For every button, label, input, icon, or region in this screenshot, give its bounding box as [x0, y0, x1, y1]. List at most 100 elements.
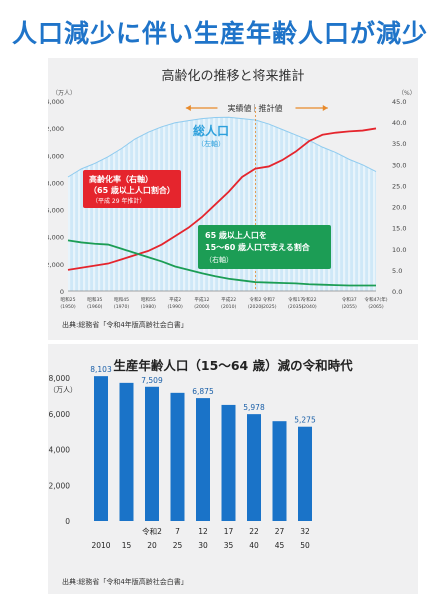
- x-tick-year: (2020): [248, 304, 263, 310]
- x-category-label: 25: [173, 541, 183, 550]
- bar-data-label: 8,103: [90, 365, 112, 374]
- right-tick-label: 15.0: [392, 225, 406, 233]
- x-tick-year: (2040): [301, 304, 316, 310]
- y-tick-label: 4,000: [49, 446, 71, 455]
- left-tick-label: 8,000: [48, 179, 64, 187]
- right-tick-label: 35.0: [392, 140, 406, 148]
- bar: [145, 386, 159, 521]
- x-tick-year: (2010): [221, 304, 236, 310]
- right-tick-label: 40.0: [392, 119, 406, 127]
- x-tick-era: 昭和45: [114, 296, 129, 303]
- y-tick-label: 2,000: [49, 481, 71, 490]
- bar: [119, 382, 134, 521]
- aging-rate-callout-line2: （65 歳以上人口割合）: [89, 185, 175, 195]
- x-tick-era: 昭和55: [141, 296, 156, 303]
- x-tick-era: 平成2: [169, 296, 181, 303]
- chart-panel-working-age: 生産年齢人口（15～64 歳）減の令和時代 （万人） 8,000 6,000 4,000…: [48, 344, 418, 594]
- x-category-label: 2010: [91, 541, 110, 550]
- right-tick-label: 25.0: [392, 182, 406, 190]
- y-tick-label: 8,000: [49, 374, 71, 383]
- left-axis-unit: （万人）: [52, 90, 76, 97]
- right-tick-label: 20.0: [392, 204, 406, 212]
- x-tick-era: 令和22: [302, 296, 317, 303]
- period-separator: ｜: [250, 104, 258, 113]
- x-tick-era: 平成12: [194, 296, 209, 303]
- bar: [247, 414, 261, 521]
- x-category-label: 15: [122, 541, 132, 550]
- support-ratio-callout-line1: 65 歳以上人口を: [205, 230, 267, 240]
- x-tick-year: (2025): [261, 304, 276, 310]
- left-tick-label: 0: [60, 288, 64, 296]
- estimate-arrow-head: [322, 105, 328, 111]
- support-ratio-callout-line3: （右軸）: [205, 255, 233, 264]
- left-tick-label: 10,000: [48, 152, 64, 160]
- bar: [94, 376, 108, 521]
- x-tick-year: (1970): [114, 304, 129, 310]
- left-tick-label: 12,000: [48, 125, 64, 133]
- left-tick-label: 6,000: [48, 207, 64, 215]
- x-era-label: 令和2: [142, 526, 162, 536]
- x-category-label: 35: [224, 541, 234, 550]
- bar-data-label: 6,875: [192, 387, 214, 396]
- left-tick-label: 4,000: [48, 234, 64, 242]
- period-estimate-label: 推計値: [258, 103, 282, 113]
- x-category-label: 50: [300, 541, 310, 550]
- x-tick-year: (1950): [60, 304, 75, 310]
- x-tick-year: (2055): [342, 304, 357, 310]
- support-ratio-line: [67, 239, 376, 287]
- total-population-sub-label: （左軸）: [197, 139, 225, 148]
- total-population-outline: [67, 116, 377, 178]
- support-ratio-callout-line2: 15～60 歳人口で支える割合: [205, 242, 311, 252]
- aging-rate-callout-line1: 高齢化率（右軸）: [89, 174, 153, 184]
- right-tick-label: 10.0: [392, 246, 406, 254]
- x-tick-era: 昭和25: [60, 296, 75, 303]
- aging-chart: 高齢化の推移と将来推計 （万人） （%） 14,000 12,000 10,000 8,00…: [41, 68, 416, 329]
- x-tick-year: (1980): [141, 304, 156, 310]
- x-tick-year: (2065): [368, 304, 383, 310]
- x-era-label: 27: [275, 527, 285, 536]
- x-tick-year: (1990): [167, 304, 182, 310]
- chart-source: 出典:総務省「令和4年版高齢社会白書」: [62, 577, 188, 586]
- x-tick-year: (2035): [288, 304, 303, 310]
- x-era-label: 7: [175, 527, 180, 536]
- chart-title: 高齢化の推移と将来推計: [161, 68, 304, 84]
- bar-data-label: 5,978: [243, 403, 265, 412]
- y-tick-label: 0: [65, 517, 70, 526]
- bar: [221, 404, 236, 521]
- actual-arrow-head: [185, 105, 191, 111]
- x-category-label: 45: [275, 541, 285, 550]
- left-tick-label: 14,000: [48, 98, 64, 106]
- total-population-label: 総人口: [193, 123, 229, 138]
- x-era-label: 22: [249, 527, 259, 536]
- bar: [170, 392, 185, 521]
- bar-data-label: 7,509: [141, 376, 163, 385]
- x-tick-era: 令和2: [249, 296, 261, 303]
- right-tick-label: 0.0: [392, 288, 402, 296]
- chart-title: 生産年齢人口（15～64 歳）減の令和時代: [113, 358, 353, 373]
- right-axis-unit: （%）: [398, 90, 416, 97]
- bar-data-label: 5,275: [294, 416, 316, 425]
- bar: [272, 421, 287, 521]
- x-tick-era: 令和47(年): [364, 296, 387, 303]
- x-tick-era: 平成22: [221, 296, 236, 303]
- x-tick-year: (2000): [194, 304, 209, 310]
- x-category-label: 30: [198, 541, 208, 550]
- x-tick-era: 令和17: [288, 296, 303, 303]
- x-era-label: 17: [224, 527, 234, 536]
- working-age-bar-chart: 生産年齢人口（15～64 歳）減の令和時代 （万人） 8,000 6,000 4,000…: [49, 358, 354, 586]
- x-tick-era: 令和37: [342, 296, 357, 303]
- period-actual-label: 実績値: [227, 103, 251, 113]
- x-tick-era: 昭和35: [87, 296, 102, 303]
- x-era-label: 32: [300, 527, 310, 536]
- aging-rate-line: [67, 127, 377, 271]
- bar: [298, 426, 312, 521]
- chart-source: 出典:総務省「令和4年版高齢社会白書」: [62, 320, 188, 329]
- aging-rate-callout-line3: （平成 29 年推計）: [92, 197, 145, 205]
- x-category-label: 20: [147, 541, 157, 550]
- bar: [196, 398, 210, 521]
- chart-panel-aging: 高齢化の推移と将来推計 （万人） （%） 14,000 12,000 10,000 8,00…: [41, 58, 418, 340]
- x-era-label: 12: [198, 527, 208, 536]
- page-title: 人口減少に伴い生産年齢人口が減少: [11, 19, 428, 48]
- support-ratio-callout: [198, 225, 331, 269]
- x-tick-era: 令和7: [263, 296, 275, 303]
